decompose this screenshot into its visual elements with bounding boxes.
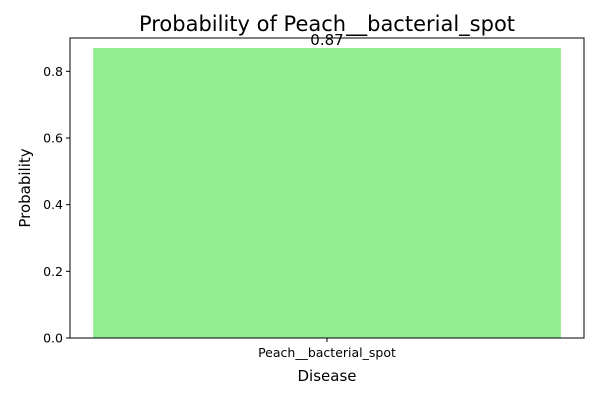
x-tick-label-0: Peach__bacterial_spot: [258, 345, 396, 360]
bars-group: [93, 48, 561, 338]
y-axis-ticks: 0.0 0.2 0.4 0.6 0.8: [43, 64, 70, 346]
chart-title: Probability of Peach__bacterial_spot: [139, 12, 515, 37]
y-axis-label: Probability: [16, 148, 34, 227]
data-labels-group: 0.87: [310, 31, 343, 49]
y-tick-label-2: 0.4: [43, 197, 63, 212]
x-axis-label: Disease: [298, 367, 357, 385]
y-tick-label-3: 0.6: [43, 131, 63, 146]
bar-0: [93, 48, 561, 338]
data-label-0: 0.87: [310, 31, 343, 49]
x-axis-ticks: Peach__bacterial_spot: [258, 338, 396, 360]
y-tick-label-1: 0.2: [43, 264, 63, 279]
y-tick-label-4: 0.8: [43, 64, 63, 79]
y-tick-label-0: 0.0: [43, 331, 63, 346]
